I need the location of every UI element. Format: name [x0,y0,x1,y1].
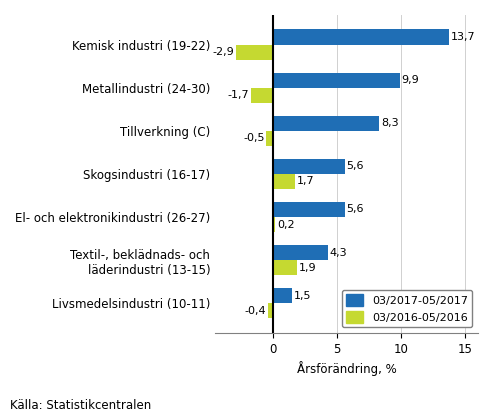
Text: 4,3: 4,3 [330,248,348,258]
Text: 1,7: 1,7 [297,176,314,186]
Bar [273,202,345,217]
Bar [273,72,400,88]
Bar [273,30,449,45]
Bar [236,45,273,59]
Text: -0,5: -0,5 [243,133,264,144]
Text: 9,9: 9,9 [402,75,420,85]
Text: -0,4: -0,4 [244,306,266,316]
Text: 13,7: 13,7 [451,32,475,42]
Text: 0,2: 0,2 [277,220,295,230]
Legend: 03/2017-05/2017, 03/2016-05/2016: 03/2017-05/2017, 03/2016-05/2016 [342,290,472,327]
Text: -1,7: -1,7 [227,90,249,100]
Bar [273,245,328,260]
Text: -2,9: -2,9 [212,47,234,57]
Bar [273,260,297,275]
Bar [266,131,273,146]
Text: 5,6: 5,6 [347,161,364,171]
Bar [273,116,379,131]
Text: 8,3: 8,3 [381,118,399,128]
X-axis label: Årsförändring, %: Årsförändring, % [297,361,396,376]
Text: 1,9: 1,9 [299,262,317,272]
Text: Källa: Statistikcentralen: Källa: Statistikcentralen [10,399,151,412]
Bar [273,159,345,174]
Text: 5,6: 5,6 [347,205,364,215]
Bar [268,303,273,318]
Bar [251,88,273,103]
Bar [273,174,295,189]
Bar [273,217,276,232]
Bar [273,288,292,303]
Text: 1,5: 1,5 [294,291,312,301]
